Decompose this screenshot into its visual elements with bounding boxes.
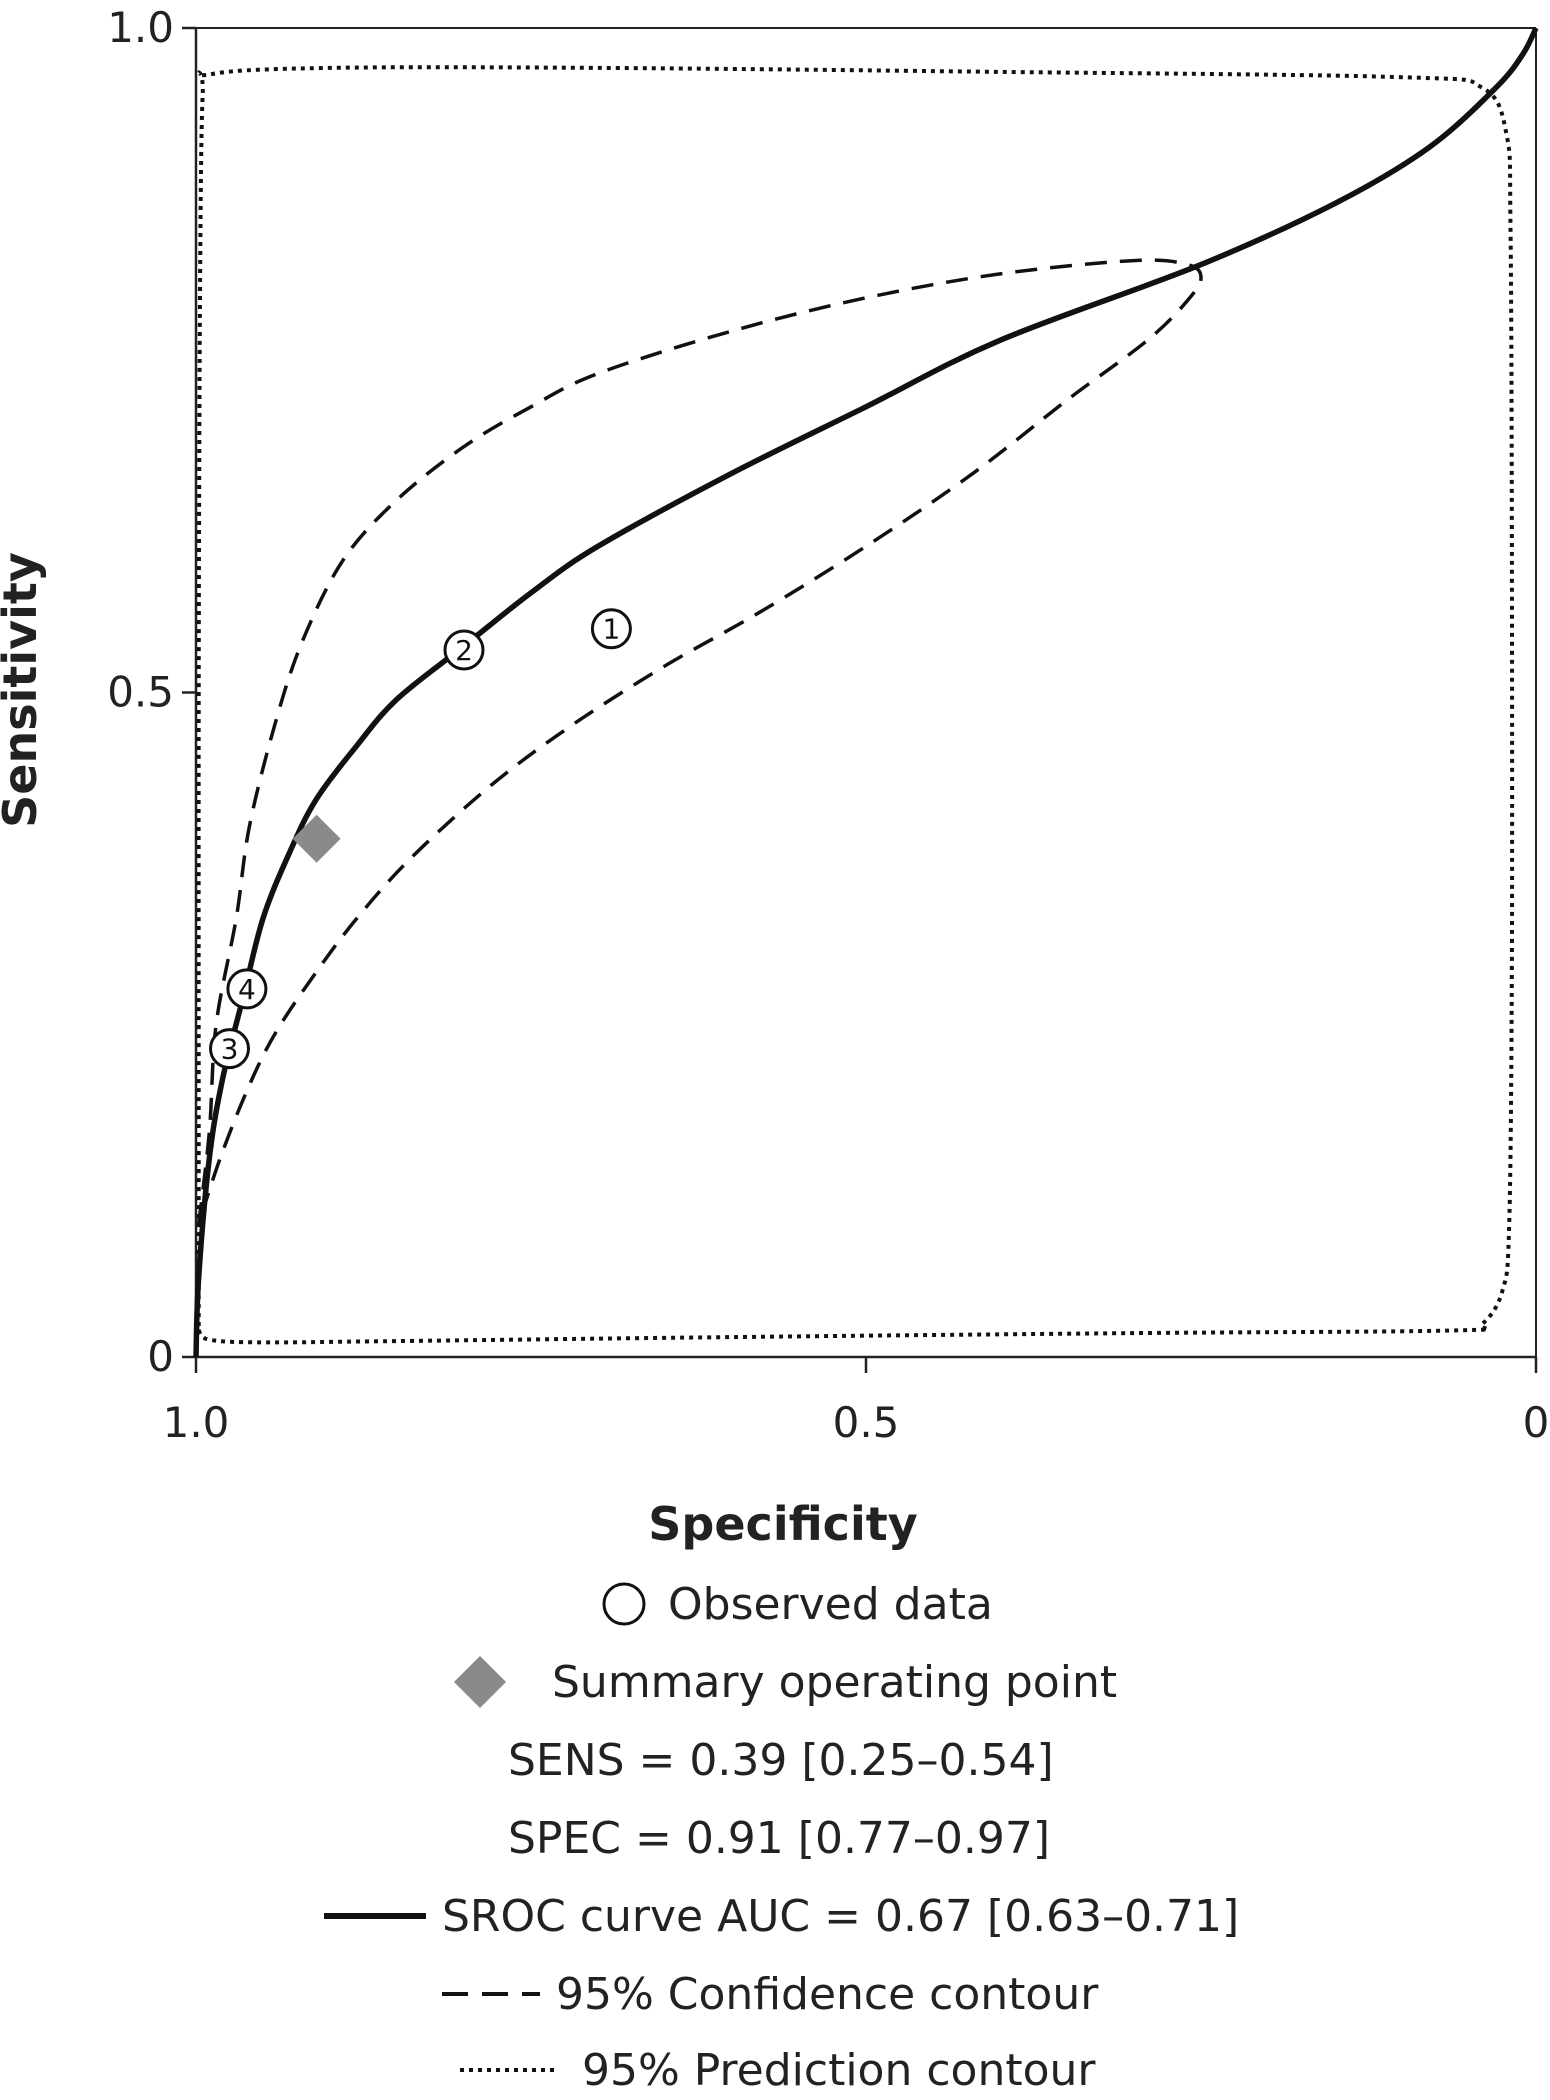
prediction-contour bbox=[198, 67, 1512, 1342]
legend-sroc: SROC curve AUC = 0.67 [0.63–0.71] bbox=[322, 1886, 1239, 1946]
dotted-line-icon bbox=[458, 2040, 568, 2100]
observed-marker-icon bbox=[600, 1574, 660, 1634]
observed-point-label: 2 bbox=[455, 634, 473, 667]
legend-observed: Observed data bbox=[600, 1574, 993, 1634]
x-tick-label: 1.0 bbox=[163, 1398, 230, 1447]
summary-diamond-icon bbox=[450, 1652, 530, 1712]
sroc-curve bbox=[196, 28, 1536, 1357]
legend-sroc-label: SROC curve AUC = 0.67 [0.63–0.71] bbox=[442, 1891, 1239, 1942]
curves bbox=[196, 28, 1536, 1357]
y-tick-label: 0 bbox=[147, 1332, 174, 1381]
y-tick-label: 1.0 bbox=[107, 3, 174, 52]
legend-spec-label: SPEC = 0.91 [0.77–0.97] bbox=[508, 1813, 1050, 1864]
legend-observed-label: Observed data bbox=[668, 1579, 993, 1630]
legend-summary-label: Summary operating point bbox=[552, 1657, 1117, 1708]
summary-operating-point bbox=[293, 815, 341, 863]
legend-spec: SPEC = 0.91 [0.77–0.97] bbox=[508, 1808, 1050, 1868]
observed-point-label: 1 bbox=[602, 613, 620, 646]
legend-prediction: 95% Prediction contour bbox=[458, 2040, 1096, 2100]
legend-confidence: 95% Confidence contour bbox=[440, 1964, 1098, 2024]
axes: 0 0.5 1.0 1.0 0.5 0 bbox=[107, 3, 1549, 1447]
confidence-contour bbox=[199, 260, 1201, 1224]
legend-confidence-label: 95% Confidence contour bbox=[556, 1969, 1098, 2020]
sroc-chart: 0 0.5 1.0 1.0 0.5 0 1 2 3 4 Specificity Sensitiv… bbox=[0, 0, 1550, 1560]
y-axis-title: Sensitivity bbox=[0, 552, 47, 828]
observed-point-label: 3 bbox=[221, 1033, 239, 1066]
legend-sens: SENS = 0.39 [0.25–0.54] bbox=[508, 1730, 1054, 1790]
legend-sens-label: SENS = 0.39 [0.25–0.54] bbox=[508, 1735, 1054, 1786]
observed-point-label: 4 bbox=[238, 973, 256, 1006]
dashed-line-icon bbox=[440, 1964, 550, 2024]
legend-summary: Summary operating point bbox=[450, 1652, 1117, 1712]
y-tick-label: 0.5 bbox=[107, 668, 174, 717]
x-tick-label: 0 bbox=[1523, 1398, 1550, 1447]
x-tick-label: 0.5 bbox=[833, 1398, 900, 1447]
solid-line-icon bbox=[322, 1886, 432, 1946]
x-axis-title: Specificity bbox=[648, 1497, 917, 1551]
legend-prediction-label: 95% Prediction contour bbox=[582, 2045, 1096, 2096]
